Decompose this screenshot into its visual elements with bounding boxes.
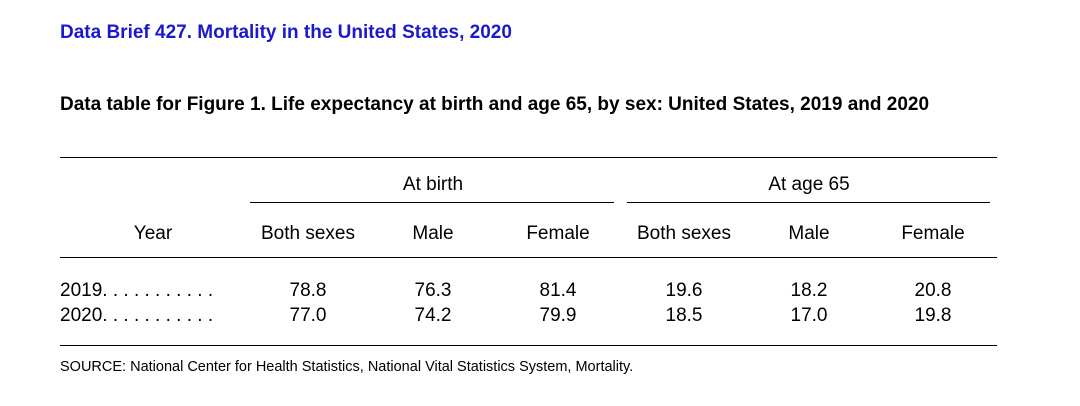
column-header-65-both-sexes: Both sexes [637,223,731,244]
data-brief-link[interactable]: Data Brief 427. Mortality in the United … [60,22,512,43]
column-header-birth-female: Female [526,223,590,244]
group-header-at-birth: At birth [402,174,464,195]
at-birth-group-rule [250,202,614,203]
table-cell: 18.2 [790,280,828,301]
column-header-65-female: Female [901,223,965,244]
column-header-65-male: Male [788,223,830,244]
table-cell: 20.8 [914,280,952,301]
table-cell: 17.0 [790,305,828,326]
row-year-label: 2019. . . . . . . . . . . [60,280,214,301]
column-header-birth-male: Male [412,223,454,244]
table-cell: 79.9 [539,305,577,326]
source-note: SOURCE: National Center for Health Stati… [60,359,634,375]
table-cell: 18.5 [665,305,703,326]
at-age-65-group-rule [627,202,990,203]
header-bottom-rule [60,257,997,258]
table-title: Data table for Figure 1. Life expectancy… [60,94,930,115]
table-bottom-rule [60,345,997,346]
column-header-year: Year [133,223,173,244]
column-header-birth-both-sexes: Both sexes [261,223,355,244]
table-cell: 77.0 [289,305,327,326]
group-header-at-age-65: At age 65 [768,174,850,195]
table-cell: 78.8 [289,280,327,301]
table-top-rule [60,157,997,158]
table-cell: 74.2 [414,305,452,326]
table-cell: 76.3 [414,280,452,301]
table-cell: 19.8 [914,305,952,326]
table-cell: 19.6 [665,280,703,301]
table-cell: 81.4 [539,280,577,301]
row-year-label: 2020. . . . . . . . . . . [60,305,214,326]
